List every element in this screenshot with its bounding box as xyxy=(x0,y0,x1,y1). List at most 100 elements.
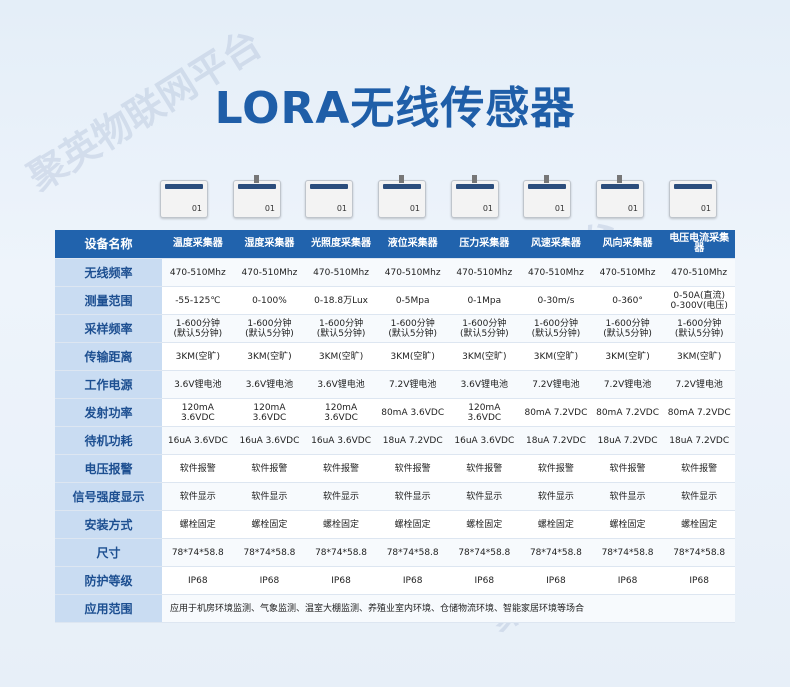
table-cell: IP68 xyxy=(376,566,449,595)
table-cell: 软件报警 xyxy=(376,454,449,483)
table-cell: 3KM(空旷) xyxy=(376,342,449,371)
table-cell: 1-600分钟 (默认5分钟) xyxy=(376,314,449,343)
table-row: 电压报警 软件报警 软件报警 软件报警 软件报警 软件报警 软件报警 软件报警 软件报警 xyxy=(55,454,735,483)
table-cell: 3KM(空旷) xyxy=(305,342,377,371)
spec-table: 设备名称 温度采集器 湿度采集器 光照度采集器 液位采集器 压力采集器 风速采集器 风向采集器… xyxy=(55,230,735,623)
table-row: 尺寸 78*74*58.8 78*74*58.8 78*74*58.8 78*74*58… xyxy=(55,538,735,567)
level-sensor-image: 01 xyxy=(378,175,426,218)
table-cell: 0-5Mpa xyxy=(376,286,449,315)
table-cell: 1-600分钟 (默认5分钟) xyxy=(591,314,664,343)
table-cell: 78*74*58.8 xyxy=(663,538,735,567)
header-cell: 压力采集器 xyxy=(448,230,521,259)
table-cell: 软件显示 xyxy=(663,482,735,511)
table-cell: 78*74*58.8 xyxy=(162,538,234,567)
humidity-sensor-image: 01 xyxy=(233,175,281,218)
table-cell: 7.2V锂电池 xyxy=(591,370,664,399)
header-cell: 液位采集器 xyxy=(376,230,449,259)
table-cell: 3KM(空旷) xyxy=(663,342,735,371)
row-label: 电压报警 xyxy=(55,454,162,483)
table-cell: 120mA 3.6VDC xyxy=(448,398,521,427)
wind-speed-sensor-image: 01 xyxy=(523,175,571,218)
table-cell: 软件显示 xyxy=(233,482,306,511)
table-cell: 1-600分钟 (默认5分钟) xyxy=(663,314,735,343)
illuminance-sensor-image: 01 xyxy=(305,180,353,218)
table-cell: 螺栓固定 xyxy=(162,510,234,539)
table-cell: 120mA 3.6VDC xyxy=(233,398,306,427)
row-label: 尺寸 xyxy=(55,538,162,567)
header-cell: 温度采集器 xyxy=(162,230,234,259)
row-label: 应用范围 xyxy=(55,594,162,623)
table-row: 信号强度显示 软件显示 软件显示 软件显示 软件显示 软件显示 软件显示 软件显示 软件显示 xyxy=(55,482,735,511)
row-label: 待机功耗 xyxy=(55,426,162,455)
table-cell: 470-510Mhz xyxy=(591,258,664,287)
table-cell: 0-18.8万Lux xyxy=(305,286,377,315)
table-cell: 3.6V锂电池 xyxy=(162,370,234,399)
table-cell: 软件报警 xyxy=(520,454,592,483)
table-cell: 80mA 7.2VDC xyxy=(520,398,592,427)
table-cell: 软件显示 xyxy=(376,482,449,511)
table-cell: -55-125℃ xyxy=(162,286,234,315)
wind-direction-sensor-image: 01 xyxy=(596,175,644,218)
table-cell: 78*74*58.8 xyxy=(448,538,521,567)
pressure-sensor-image: 01 xyxy=(451,175,499,218)
table-cell: 软件报警 xyxy=(162,454,234,483)
table-cell: 软件显示 xyxy=(520,482,592,511)
table-row: 待机功耗 16uA 3.6VDC 16uA 3.6VDC 16uA 3.6VDC 18u… xyxy=(55,426,735,455)
table-cell: 螺栓固定 xyxy=(663,510,735,539)
table-cell: 软件报警 xyxy=(663,454,735,483)
table-cell: IP68 xyxy=(233,566,306,595)
table-cell: 软件显示 xyxy=(591,482,664,511)
table-row: 测量范围 -55-125℃ 0-100% 0-18.8万Lux 0-5Mpa 0-1Mpa… xyxy=(55,286,735,315)
table-cell: 18uA 7.2VDC xyxy=(591,426,664,455)
table-row: 发射功率 120mA 3.6VDC 120mA 3.6VDC 120mA 3.6VDC… xyxy=(55,398,735,427)
table-cell: 18uA 7.2VDC xyxy=(520,426,592,455)
table-cell: 3KM(空旷) xyxy=(520,342,592,371)
table-cell: 18uA 7.2VDC xyxy=(663,426,735,455)
table-cell: 470-510Mhz xyxy=(663,258,735,287)
header-cell: 风速采集器 xyxy=(520,230,592,259)
row-label: 信号强度显示 xyxy=(55,482,162,511)
row-label: 无线频率 xyxy=(55,258,162,287)
table-cell: 78*74*58.8 xyxy=(233,538,306,567)
table-row: 无线频率 470-510Mhz 470-510Mhz 470-510Mhz 470-51… xyxy=(55,258,735,287)
table-cell: 80mA 7.2VDC xyxy=(663,398,735,427)
table-cell: 软件报警 xyxy=(448,454,521,483)
table-cell: 1-600分钟 (默认5分钟) xyxy=(520,314,592,343)
table-cell: 470-510Mhz xyxy=(448,258,521,287)
table-row: 安装方式 螺栓固定 螺栓固定 螺栓固定 螺栓固定 螺栓固定 螺栓固定 螺栓固定 螺栓固定 xyxy=(55,510,735,539)
table-row: 采样频率 1-600分钟 (默认5分钟) 1-600分钟 (默认5分钟) 1-600分钟(… xyxy=(55,314,735,343)
table-cell: 470-510Mhz xyxy=(376,258,449,287)
table-cell: 7.2V锂电池 xyxy=(376,370,449,399)
table-cell: 16uA 3.6VDC xyxy=(305,426,377,455)
table-cell: 螺栓固定 xyxy=(233,510,306,539)
table-cell: 7.2V锂电池 xyxy=(520,370,592,399)
table-cell: 1-600分钟 (默认5分钟) xyxy=(162,314,234,343)
table-cell: 80mA 3.6VDC xyxy=(376,398,449,427)
table-cell: IP68 xyxy=(305,566,377,595)
row-label: 测量范围 xyxy=(55,286,162,315)
table-cell: 0-1Mpa xyxy=(448,286,521,315)
table-cell: 0-50A(直流) 0-300V(电压) xyxy=(663,286,735,315)
table-cell: 3KM(空旷) xyxy=(591,342,664,371)
table-cell: IP68 xyxy=(162,566,234,595)
table-cell: 3KM(空旷) xyxy=(233,342,306,371)
table-cell: 软件报警 xyxy=(233,454,306,483)
table-cell: 7.2V锂电池 xyxy=(663,370,735,399)
page-title: LORA无线传感器 xyxy=(214,83,576,134)
table-cell: 0-100% xyxy=(233,286,306,315)
table-cell: 软件显示 xyxy=(162,482,234,511)
table-cell: 螺栓固定 xyxy=(448,510,521,539)
table-cell: IP68 xyxy=(591,566,664,595)
table-cell: 16uA 3.6VDC xyxy=(233,426,306,455)
table-cell: 1-600分钟 (默认5分钟) xyxy=(233,314,306,343)
table-cell: 78*74*58.8 xyxy=(305,538,377,567)
header-cell: 湿度采集器 xyxy=(233,230,306,259)
product-images-row: 01 01 01 01 01 01 01 01 xyxy=(155,170,735,228)
row-label: 发射功率 xyxy=(55,398,162,427)
voltage-current-sensor-image: 01 xyxy=(669,180,717,218)
table-cell: 0-360° xyxy=(591,286,664,315)
table-cell: 120mA 3.6VDC xyxy=(305,398,377,427)
row-label: 传输距离 xyxy=(55,342,162,371)
table-cell: 78*74*58.8 xyxy=(376,538,449,567)
table-cell: 软件报警 xyxy=(305,454,377,483)
